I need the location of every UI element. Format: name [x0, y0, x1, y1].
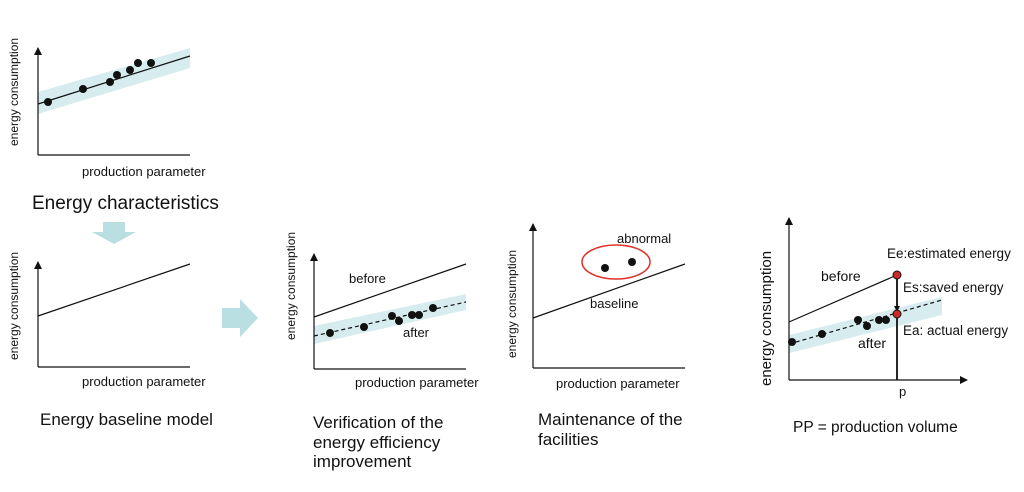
caption-line: energy efficiency: [313, 432, 441, 452]
baseline-line: [37, 263, 191, 317]
x-axis-label: production parameter: [82, 164, 206, 179]
panel-energy-baseline-model: energy consumption production parameter: [7, 252, 206, 389]
abnormal-point: [601, 264, 609, 272]
data-point: [408, 311, 416, 319]
data-point: [134, 59, 142, 67]
data-point: [788, 338, 796, 346]
data-point: [126, 66, 134, 74]
y-axis-label: energy consumption: [758, 251, 775, 386]
regression-line: [37, 55, 191, 105]
after-label: after: [858, 335, 886, 351]
flow-arrow-down: [92, 222, 136, 244]
data-point: [415, 311, 423, 319]
data-point: [326, 329, 334, 337]
data-point: [854, 316, 862, 324]
data-point: [106, 78, 114, 86]
y-axis-label: energy consumption: [505, 250, 519, 358]
saved-energy-label: Es:saved energy: [903, 280, 1004, 295]
data-point: [388, 312, 396, 320]
caption-energy-characteristics: Energy characteristics: [32, 193, 219, 214]
y-axis-label: energy consumption: [7, 38, 21, 146]
after-line: [788, 299, 943, 345]
baseline-label: baseline: [590, 296, 638, 311]
panel-verification: before after energy consumption producti…: [284, 232, 479, 390]
estimated-energy-label: Ee:estimated energy: [887, 246, 1011, 261]
data-point: [147, 59, 155, 67]
caption-maintenance: Maintenance of the facilities: [538, 410, 683, 449]
caption-line: facilities: [538, 429, 599, 449]
y-axis-label: energy consumption: [7, 252, 21, 360]
caption-line: improvement: [313, 452, 412, 472]
y-axis-label: energy consumption: [284, 232, 298, 340]
data-point: [44, 98, 52, 106]
data-point: [395, 317, 403, 325]
abnormal-label: abnormal: [617, 231, 671, 246]
data-point: [360, 323, 368, 331]
caption-production-volume: PP = production volume: [793, 419, 958, 436]
before-label: before: [821, 268, 861, 284]
actual-energy-marker: [892, 309, 902, 319]
panel-energy-characteristics: energy consumption production parameter: [7, 38, 206, 179]
data-point: [113, 71, 121, 79]
baseline-line: [532, 263, 686, 319]
p-tick-label: p: [899, 384, 906, 399]
estimated-energy-marker: [892, 270, 902, 280]
data-point: [882, 316, 890, 324]
x-axis-label: production parameter: [556, 376, 680, 391]
data-point: [875, 316, 883, 324]
abnormal-point: [628, 258, 636, 266]
data-point: [429, 304, 437, 312]
before-line: [313, 263, 467, 318]
data-point: [79, 85, 87, 93]
actual-energy-label: Ea: actual energy: [903, 323, 1008, 338]
caption-line: Verification of the: [313, 413, 444, 432]
flow-arrow-right: [222, 299, 258, 337]
before-line: [788, 274, 898, 323]
x-axis-label: production parameter: [355, 375, 479, 390]
panel-maintenance: abnormal baseline energy consumption pro…: [505, 223, 686, 391]
caption-line: Maintenance of the: [538, 410, 683, 429]
before-label: before: [349, 271, 386, 286]
data-point: [863, 322, 871, 330]
caption-verification: Verification of the energy efficiency im…: [313, 413, 443, 472]
after-label: after: [403, 325, 430, 340]
x-axis-label: production parameter: [82, 374, 206, 389]
panel-energy-savings: before after Ee:estimated energy Es:save…: [758, 217, 1011, 399]
confidence-band: [38, 48, 190, 114]
abnormal-ring: [581, 244, 651, 280]
data-point: [818, 330, 826, 338]
caption-energy-baseline-model: Energy baseline model: [40, 410, 213, 429]
